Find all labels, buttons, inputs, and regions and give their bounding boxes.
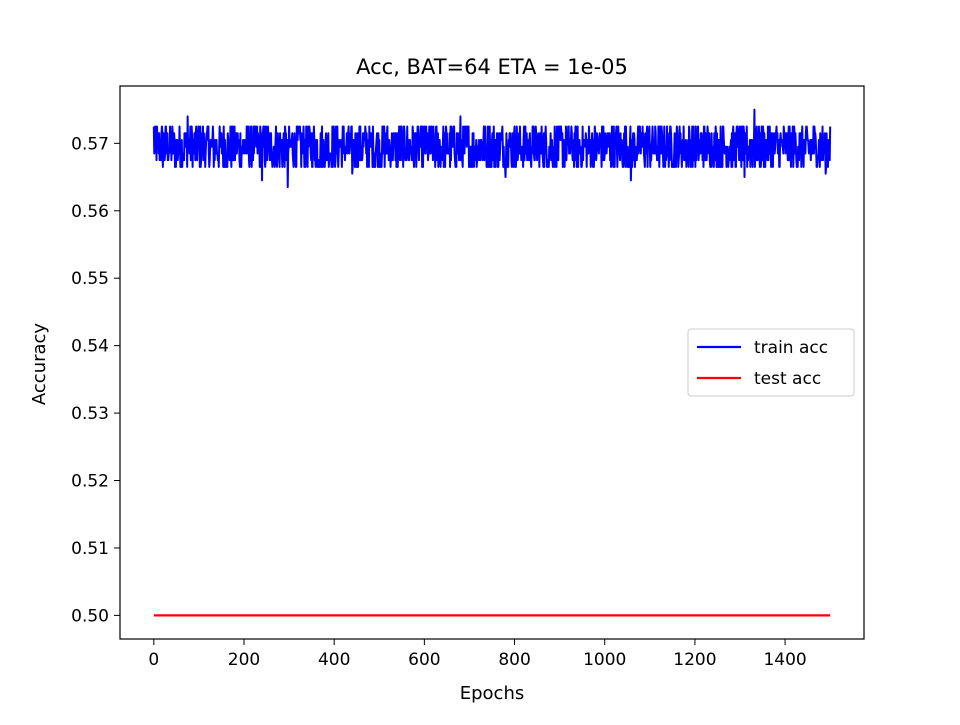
legend-label: train acc [754,338,828,358]
y-tick-label: 0.55 [71,269,109,289]
x-tick-label: 200 [228,650,260,670]
y-tick-label: 0.57 [71,134,109,154]
legend: train acc test acc [687,328,855,397]
x-tick-label: 600 [408,650,440,670]
y-tick-label: 0.53 [71,404,109,424]
y-tick-label: 0.56 [71,202,109,222]
chart-title: Acc, BAT=64 ETA = 1e-05 [356,55,628,79]
y-tick-label: 0.50 [71,606,109,626]
x-tick-label: 800 [498,650,530,670]
train-acc-line [152,108,832,189]
plot-frame [119,85,865,640]
y-tick-label: 0.51 [71,539,109,559]
legend-box [687,328,855,397]
x-tick-label: 1400 [763,650,806,670]
y-tick-label: 0.52 [71,472,109,492]
y-tick-label: 0.54 [71,337,109,357]
legend-label: test acc [754,369,821,389]
x-tick-label: 1000 [583,650,626,670]
x-tick-label: 1200 [673,650,716,670]
x-tick-label: 0 [148,650,159,670]
x-axis-label: Epochs [460,683,525,704]
x-tick-label: 400 [318,650,350,670]
y-axis-label: Accuracy [29,323,50,406]
